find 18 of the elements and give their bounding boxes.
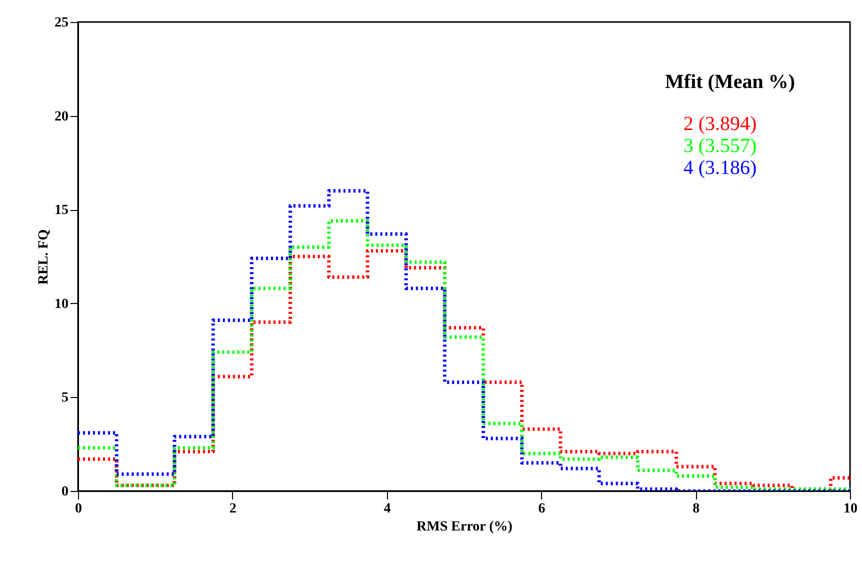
- text: 3 (3.557): [683, 135, 757, 157]
- y-tick-label: 20: [54, 109, 68, 124]
- x-tick-label: 0: [75, 502, 82, 516]
- text: 2 (3.894): [683, 113, 757, 135]
- text: 4 (3.186): [683, 157, 757, 179]
- y-tick-label: 5: [62, 390, 68, 406]
- y-tick-label: 25: [54, 16, 68, 30]
- x-axis-title: RMS Error (%): [416, 520, 513, 534]
- x-tick-label: 8: [692, 502, 700, 516]
- y-tick-label: 0: [62, 484, 68, 500]
- y-tick-label: 15: [54, 203, 68, 218]
- legend-title: Mfit (Mean %): [665, 71, 795, 93]
- x-tick-label: 6: [538, 502, 546, 516]
- x-tick-label: 2: [229, 502, 236, 516]
- x-tick-label: 10: [844, 502, 858, 516]
- y-axis-title: REL. FQ: [36, 229, 52, 285]
- y-tick-label: 10: [54, 296, 68, 312]
- x-tick-label: 4: [384, 502, 391, 516]
